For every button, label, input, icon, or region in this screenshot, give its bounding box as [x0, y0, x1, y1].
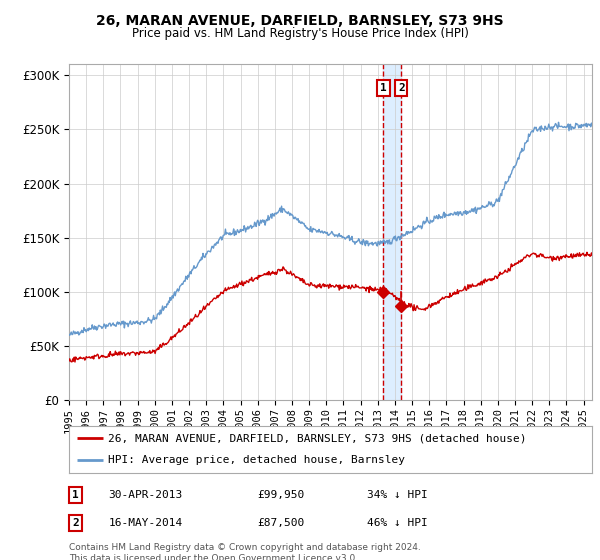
- Text: £87,500: £87,500: [257, 518, 305, 528]
- Text: Contains HM Land Registry data © Crown copyright and database right 2024.
This d: Contains HM Land Registry data © Crown c…: [69, 543, 421, 560]
- Bar: [383, 64, 401, 400]
- Text: 26, MARAN AVENUE, DARFIELD, BARNSLEY, S73 9HS: 26, MARAN AVENUE, DARFIELD, BARNSLEY, S7…: [96, 14, 504, 28]
- Text: 26, MARAN AVENUE, DARFIELD, BARNSLEY, S73 9HS (detached house): 26, MARAN AVENUE, DARFIELD, BARNSLEY, S7…: [108, 433, 527, 444]
- Text: 16-MAY-2014: 16-MAY-2014: [108, 518, 182, 528]
- Text: 1: 1: [380, 83, 387, 93]
- Text: HPI: Average price, detached house, Barnsley: HPI: Average price, detached house, Barn…: [108, 455, 405, 465]
- Text: £99,950: £99,950: [257, 490, 305, 500]
- Text: 1: 1: [72, 490, 79, 500]
- Text: 2: 2: [398, 83, 404, 93]
- Text: 34% ↓ HPI: 34% ↓ HPI: [367, 490, 428, 500]
- Text: Price paid vs. HM Land Registry's House Price Index (HPI): Price paid vs. HM Land Registry's House …: [131, 27, 469, 40]
- Text: 30-APR-2013: 30-APR-2013: [108, 490, 182, 500]
- Text: 2: 2: [72, 518, 79, 528]
- Text: 46% ↓ HPI: 46% ↓ HPI: [367, 518, 428, 528]
